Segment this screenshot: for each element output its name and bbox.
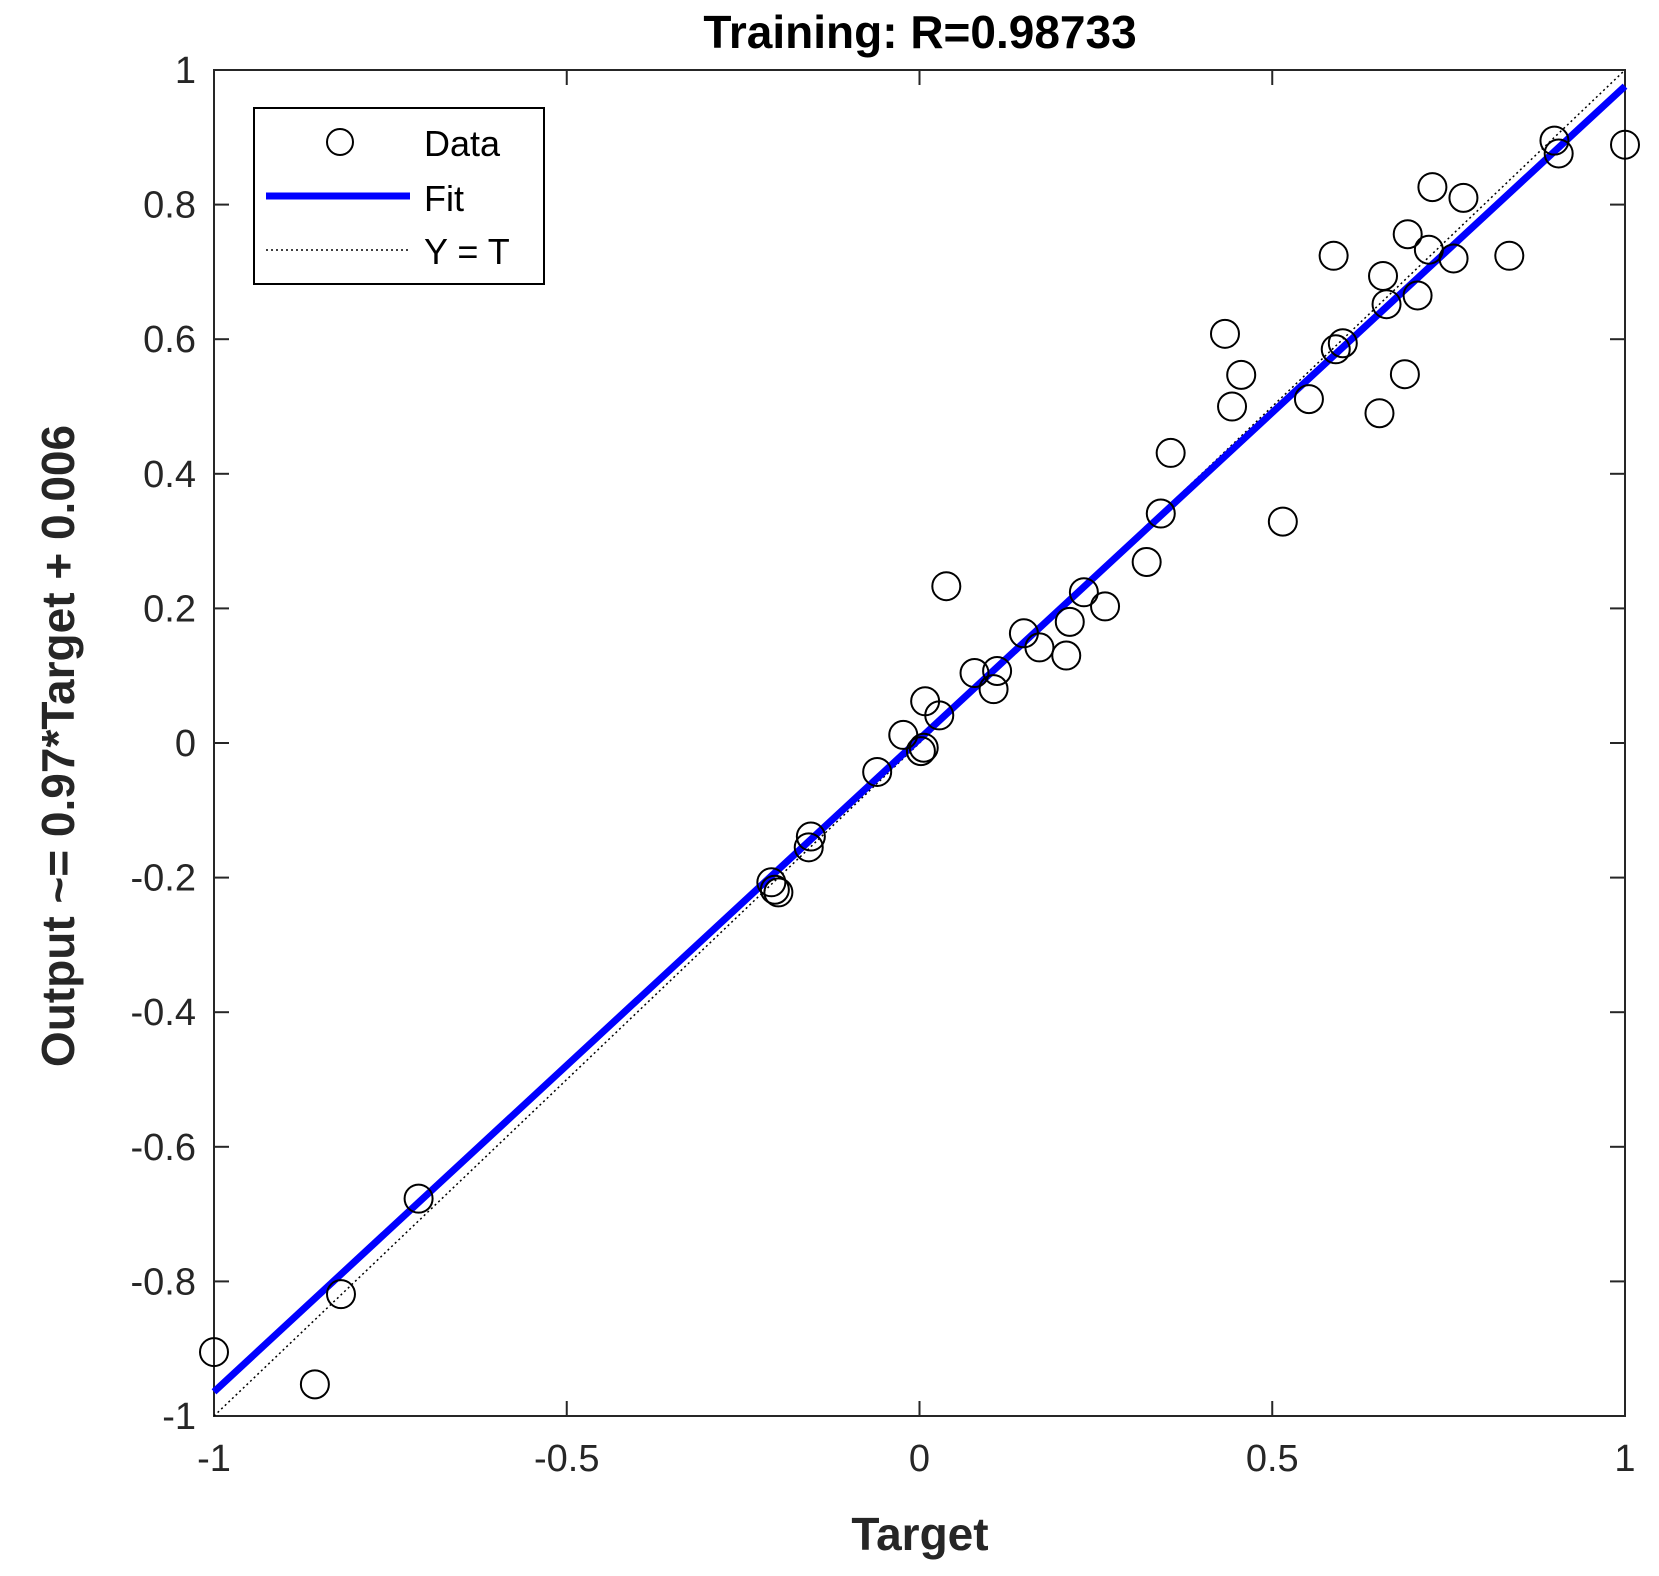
legend-label-data: Data <box>424 123 501 164</box>
data-point <box>1024 632 1055 663</box>
y-tick-label: -0.4 <box>131 992 196 1034</box>
data-point <box>1090 591 1121 622</box>
fit-line-layer <box>211 83 1628 1395</box>
y-tick-label: 0.8 <box>143 185 196 227</box>
x-tick-label: -1 <box>197 1438 231 1480</box>
x-axis-title: Target <box>851 1508 988 1560</box>
data-point <box>325 1279 356 1310</box>
data-point <box>1131 546 1162 577</box>
legend-data-marker <box>326 128 354 156</box>
data-point <box>924 700 955 731</box>
data-point <box>1610 129 1640 160</box>
data-point <box>905 736 936 767</box>
y-tick-label: -0.2 <box>131 858 196 900</box>
data-point <box>756 867 787 898</box>
data-point <box>299 1369 330 1400</box>
data-point <box>862 756 893 787</box>
y-tick-label: -0.6 <box>131 1127 196 1169</box>
data-point <box>1155 437 1186 468</box>
y-tick-label: -0.8 <box>131 1261 196 1303</box>
legend-label-fit: Fit <box>424 178 464 219</box>
x-tick-label: 1 <box>1614 1438 1635 1480</box>
x-tick-label: 0.5 <box>1246 1438 1299 1480</box>
data-point <box>1371 289 1402 320</box>
fit-line <box>211 83 1628 1395</box>
x-tick-label: 0 <box>909 1438 930 1480</box>
data-point <box>1051 640 1082 671</box>
data-point <box>1364 398 1395 429</box>
data-point <box>1494 240 1525 271</box>
data-point <box>1318 240 1349 271</box>
data-point <box>1217 391 1248 422</box>
data-point <box>978 674 1009 705</box>
data-point <box>759 874 790 905</box>
data-point <box>1448 182 1479 213</box>
data-point <box>1389 359 1420 390</box>
data-point <box>403 1183 434 1214</box>
data-point <box>982 655 1013 686</box>
data-point <box>908 732 939 763</box>
y-tick-label: 0.6 <box>143 319 196 361</box>
y-tick-label: 0.4 <box>143 454 196 496</box>
y-tick-label: 0.2 <box>143 588 196 630</box>
x-tick-label: -0.5 <box>534 1438 599 1480</box>
data-point <box>793 832 824 863</box>
data-point <box>1068 577 1099 608</box>
data-point <box>795 821 826 852</box>
data-point <box>1209 318 1240 349</box>
data-point <box>1402 280 1433 311</box>
legend: Data Fit Y = T <box>253 107 545 285</box>
data-point <box>1320 334 1351 365</box>
data-point <box>763 877 794 908</box>
data-point <box>1054 606 1085 637</box>
data-point <box>1293 384 1324 415</box>
data-point <box>1327 328 1358 359</box>
data-point <box>1543 138 1574 169</box>
data-point <box>959 658 990 689</box>
data-points <box>199 125 1640 1400</box>
x-axis-ticks: -1 -0.5 0 0.5 1 <box>197 70 1636 1480</box>
y-tick-label: 0 <box>175 723 196 765</box>
y-tick-label: -1 <box>162 1396 196 1438</box>
y-axis-ticks: -1 -0.8 -0.6 -0.4 -0.2 0 0.2 0.4 0.6 0.8 1 <box>131 50 1625 1438</box>
data-point <box>1145 498 1176 529</box>
data-point <box>1539 125 1570 156</box>
y-tick-label: 1 <box>175 50 196 92</box>
chart-title: Training: R=0.98733 <box>703 6 1136 58</box>
data-point <box>1226 359 1257 390</box>
data-point <box>1267 506 1298 537</box>
data-point <box>199 1337 229 1368</box>
data-point <box>931 571 962 602</box>
legend-label-identity: Y = T <box>424 231 510 272</box>
data-point <box>1438 243 1469 274</box>
data-point <box>1392 219 1423 250</box>
y-axis-title: Output ~= 0.97*Target + 0.006 <box>32 425 84 1067</box>
data-point <box>1417 172 1448 203</box>
